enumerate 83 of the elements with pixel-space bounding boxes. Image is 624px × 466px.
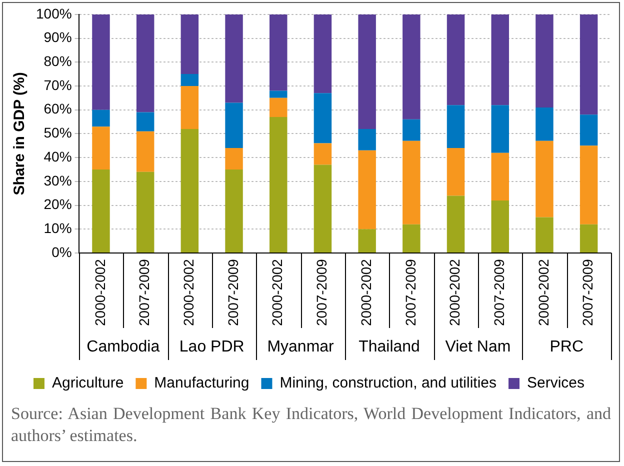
bar (536, 140, 554, 218)
bar (270, 14, 288, 91)
text: Myanmar (267, 338, 335, 356)
bar (180, 74, 199, 86)
x-tick-label: 2007-2009 (402, 258, 418, 326)
bar (92, 110, 110, 127)
bar (92, 14, 110, 110)
x-tick-label: 2007-2009 (490, 258, 507, 326)
x-tick-label: 2007-2009 (136, 258, 152, 326)
y-tick-label: 100% (36, 5, 72, 22)
x-tick-label: 2007-2009 (580, 258, 596, 326)
source-note: Source: Asian Development Bank Key Indicators, World Development Indicators, and authors’ estimates. (11, 403, 611, 447)
y-tick-label: 40% (44, 148, 72, 164)
bar (225, 148, 243, 170)
bar (402, 14, 420, 120)
legend-label: Manufacturing (154, 374, 250, 392)
bar (402, 140, 420, 224)
text: Thailand (358, 338, 420, 356)
y-tick-label: 10% (44, 220, 72, 236)
bar (136, 172, 154, 253)
bar (536, 217, 554, 253)
bar (358, 150, 376, 230)
y-tick-label: 80% (44, 52, 72, 69)
bar (136, 131, 154, 172)
x-tick-label: 2000-2002 (446, 258, 463, 326)
bar (92, 170, 110, 253)
x-tick-label: 2000-2002 (180, 258, 197, 326)
y-tick-label: 0% (52, 244, 72, 260)
bar (491, 200, 509, 253)
bar (180, 14, 199, 74)
bar (314, 143, 332, 165)
x-tick-label: 2007-2009 (314, 258, 330, 326)
bar (314, 93, 332, 144)
bar (225, 14, 243, 103)
text: Lao PDR (179, 338, 244, 356)
y-tick-label: 70% (44, 76, 72, 93)
x-tick-label: 2000-2002 (269, 258, 286, 326)
bar (580, 224, 598, 253)
x-tick-label: 2000-2002 (92, 258, 108, 326)
y-tick-label: 20% (44, 196, 72, 212)
bar (225, 170, 243, 253)
bar (225, 102, 243, 148)
bar (358, 128, 376, 150)
text: Cambodia (86, 338, 160, 356)
bar (536, 107, 554, 141)
bar (402, 224, 420, 253)
bar (314, 164, 332, 253)
bar (580, 146, 598, 224)
y-tick-label: 90% (44, 29, 72, 46)
bar (180, 128, 199, 253)
bar (446, 196, 465, 253)
bar (270, 117, 288, 253)
bar (180, 86, 199, 129)
bar (491, 105, 509, 153)
y-tick-label: 30% (44, 172, 72, 188)
bar (358, 229, 376, 253)
legend-label: Mining, construction, and utilities (280, 374, 497, 392)
bar (580, 114, 598, 146)
bar (136, 14, 154, 112)
bar (270, 98, 288, 118)
bar (446, 105, 465, 148)
text: PRC (550, 338, 584, 356)
legend-label: Services (527, 374, 585, 392)
bar (92, 126, 110, 170)
y-tick-label: 60% (44, 100, 72, 117)
legend-label: Agriculture (52, 374, 124, 392)
bar (136, 112, 154, 132)
y-axis-title: Share in GDP (%) (11, 72, 28, 196)
bar (402, 119, 420, 141)
bar (314, 14, 332, 94)
text: Viet Nam (445, 338, 511, 356)
y-tick-label: 50% (44, 124, 72, 141)
bar (491, 152, 509, 201)
x-tick-label: 2000-2002 (535, 258, 552, 326)
x-tick-label: 2007-2009 (224, 258, 241, 326)
bar (446, 14, 465, 106)
bar (580, 14, 598, 115)
bar (536, 14, 554, 108)
bar (358, 14, 376, 129)
bar (446, 148, 465, 196)
x-tick-label: 2000-2002 (358, 258, 374, 326)
bar (270, 90, 288, 98)
bar (491, 14, 509, 106)
